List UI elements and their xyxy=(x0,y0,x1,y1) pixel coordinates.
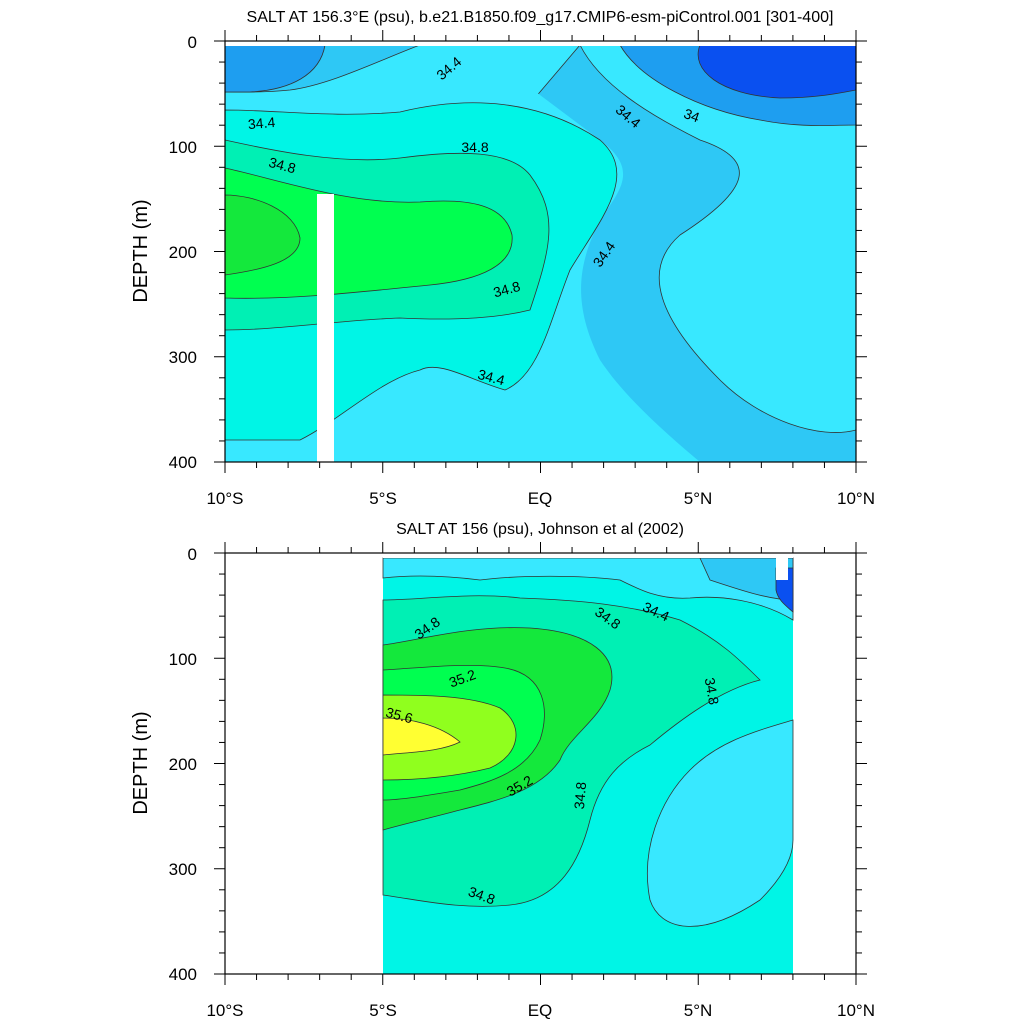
top-ytick-label: 400 xyxy=(169,453,197,472)
bottom-panel: SALT AT 156 (psu), Johnson et al (2002) xyxy=(130,521,875,1020)
top-xtick-label: 10°S xyxy=(206,489,243,508)
top-title: SALT AT 156.3°E (psu), b.e21.B1850.f09_g… xyxy=(247,9,834,26)
top-missing-gap xyxy=(317,194,334,462)
top-xtick-label: 5°N xyxy=(684,489,713,508)
bottom-band-344-east xyxy=(647,719,794,927)
bottom-ytick-label: 200 xyxy=(169,755,197,774)
bottom-ytick-label: 100 xyxy=(169,650,197,669)
top-panel: SALT AT 156.3°E (psu), b.e21.B1850.f09_g… xyxy=(130,9,875,508)
top-ytick-label: 300 xyxy=(169,348,197,367)
bottom-ytick-label: 0 xyxy=(188,545,197,564)
top-ytick-label: 0 xyxy=(188,33,197,52)
top-contour-label: 34.4 xyxy=(476,366,507,389)
bottom-band-344 xyxy=(382,557,794,621)
bottom-band-356 xyxy=(382,717,461,756)
top-xtick-label: EQ xyxy=(528,489,553,508)
bottom-surface-strip xyxy=(383,553,793,558)
top-ytick-label: 100 xyxy=(169,138,197,157)
top-xtick-label: 10°N xyxy=(837,489,875,508)
bottom-xtick-label: 10°N xyxy=(837,1001,875,1020)
top-contour-label: 34.8 xyxy=(491,278,522,301)
top-band-east-lt340 xyxy=(697,44,856,99)
top-xtick-label: 5°S xyxy=(369,489,397,508)
bottom-contour-label: 35.6 xyxy=(384,704,415,727)
top-surface-strip xyxy=(225,41,856,46)
bottom-xtick-label: EQ xyxy=(528,1001,553,1020)
top-band-352 xyxy=(225,194,301,276)
bottom-y-axis-label: DEPTH (m) xyxy=(130,711,152,814)
bottom-title: SALT AT 156 (psu), Johnson et al (2002) xyxy=(396,521,684,538)
bottom-contour-fill xyxy=(382,553,794,974)
bottom-ytick-label: 300 xyxy=(169,860,197,879)
bottom-ticks xyxy=(214,542,867,985)
top-band-west-340 xyxy=(225,44,326,93)
top-contour-label: 34 xyxy=(682,105,702,125)
top-tick-labels: 0 100 200 300 400 10°S 5°S EQ 5°N 10°N xyxy=(169,33,875,508)
top-contour-fill xyxy=(225,41,856,462)
top-ticks xyxy=(214,30,867,473)
top-contour-label: 34.4 xyxy=(247,114,276,132)
bottom-xtick-label: 10°S xyxy=(206,1001,243,1020)
bottom-missing-gap xyxy=(776,558,788,580)
top-contour-label: 34.8 xyxy=(461,139,488,155)
top-band-350 xyxy=(225,167,513,299)
top-y-axis-label: DEPTH (m) xyxy=(130,199,152,302)
bottom-tick-labels: 0 100 200 300 400 10°S 5°S EQ 5°N 10°N xyxy=(169,545,875,1020)
bottom-contour-label: 34.8 xyxy=(571,781,589,810)
bottom-contour-label: 34.8 xyxy=(702,676,723,706)
bottom-ytick-label: 400 xyxy=(169,965,197,984)
bottom-xtick-label: 5°N xyxy=(684,1001,713,1020)
top-ytick-label: 200 xyxy=(169,243,197,262)
bottom-xtick-label: 5°S xyxy=(369,1001,397,1020)
top-contour-label: 34.8 xyxy=(267,154,298,177)
